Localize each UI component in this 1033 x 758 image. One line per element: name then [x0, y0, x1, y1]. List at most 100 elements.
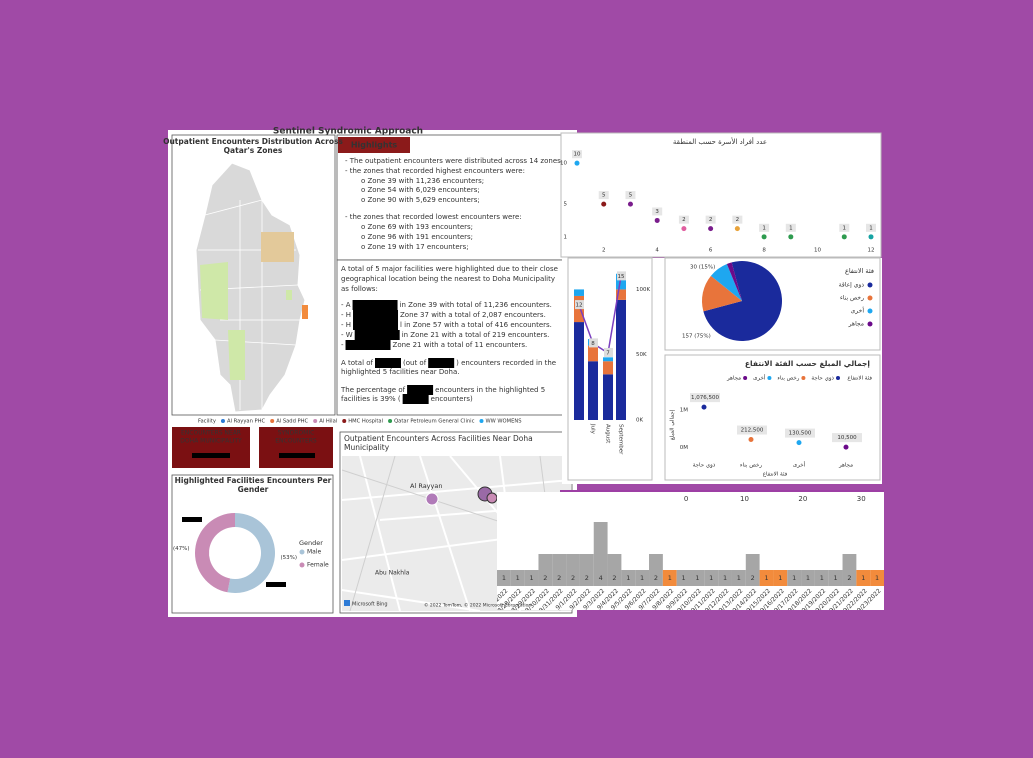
- point: [843, 444, 849, 450]
- donut-title: Gender: [238, 485, 269, 494]
- bar: [745, 554, 760, 586]
- highlight-line: o Zone 90 with 5,629 encounters;: [361, 196, 480, 204]
- highlight-line: -: [341, 341, 344, 349]
- label-box: [732, 215, 743, 224]
- y-tick-label: 0M: [680, 445, 688, 451]
- point: [701, 404, 707, 410]
- legend-dot: [299, 549, 305, 555]
- point-label: 2: [736, 217, 740, 223]
- line-label: 8: [591, 341, 595, 347]
- donut-segment: [194, 513, 235, 593]
- highlight-line: - the zones that recorded highest encoun…: [345, 167, 525, 175]
- redaction: [345, 340, 391, 350]
- highlights-tab-label: Highlights: [351, 141, 398, 150]
- point: [654, 217, 660, 223]
- x-tick-label: 8: [762, 248, 766, 254]
- kpi-label: SYNDROMIC: [278, 430, 315, 437]
- label-box: [737, 425, 767, 435]
- x-tick-label: July: [590, 423, 596, 435]
- point: [574, 160, 580, 166]
- highlight-line: Zone 37 with a total of 2,087 encounters…: [400, 311, 546, 319]
- y-tick-label: 5: [564, 202, 568, 208]
- label-box: [575, 300, 584, 310]
- label-box: [705, 215, 716, 224]
- label-box: [589, 338, 598, 348]
- bar-segment: [603, 361, 613, 375]
- highlight-line: o Zone 19 with 17 encounters;: [361, 243, 469, 251]
- bar-label: 1: [792, 574, 796, 582]
- redaction: [407, 385, 434, 395]
- bar-label: 2: [585, 574, 589, 582]
- legend-dot: [836, 376, 840, 380]
- legend-title: Gender: [299, 539, 323, 547]
- x-tick-label: أخرى: [793, 461, 806, 469]
- y-tick-label: 0K: [636, 418, 643, 424]
- bar-segment: [574, 289, 584, 296]
- point: [734, 226, 740, 232]
- place-label: Abu Nakhla: [375, 570, 410, 577]
- label-box: [839, 223, 850, 232]
- point-label: 130,500: [789, 431, 812, 437]
- legend-dot: [388, 419, 393, 423]
- bar-label: 2: [557, 574, 561, 582]
- bar-label: 1: [723, 574, 727, 582]
- pie-label: 157 (75%): [682, 334, 711, 340]
- point-label: 5: [602, 193, 606, 199]
- bar: [718, 570, 732, 586]
- dot-panel: [664, 354, 881, 481]
- legend-dot: [299, 562, 305, 568]
- y-tick-label: 100K: [636, 287, 650, 293]
- highlight-line: A total of: [341, 359, 374, 367]
- legend-label: Male: [307, 549, 322, 556]
- bar-label: 2: [543, 574, 547, 582]
- donut-title: Highlighted Facilities Encounters Per: [175, 476, 332, 485]
- legend-dot: [743, 376, 748, 380]
- legend-label: أخرى: [753, 374, 766, 382]
- highlight-line: o Zone 96 with 191 encounters;: [361, 233, 473, 241]
- pie-slice: [702, 275, 742, 312]
- legend-label: ذوي حاجة: [811, 376, 834, 382]
- point-label: 1,076,500: [691, 395, 719, 401]
- bar-label: 1: [682, 574, 686, 582]
- x-tick-label: 6: [709, 248, 713, 254]
- y-tick-label: 10: [560, 161, 567, 167]
- bar-label: 1: [668, 574, 672, 582]
- bar: [759, 570, 774, 586]
- highlight-line: highlighted 5 facilities near Doha.: [341, 368, 460, 376]
- highlights-tab: [338, 137, 410, 153]
- pie-label: 30 (15%): [690, 265, 715, 271]
- legend-title: فئة الانتفاع: [845, 267, 874, 275]
- place-label: Al Rayyan: [410, 482, 442, 490]
- report-title: Sentinel Syndromic Approach: [273, 127, 423, 137]
- x-tick-label: مجاهر: [838, 463, 853, 469]
- point-label: 1: [869, 225, 873, 231]
- bar-label: 1: [516, 574, 520, 582]
- label-box: [572, 150, 582, 159]
- bar: [773, 570, 788, 586]
- bar: [566, 554, 580, 586]
- point: [761, 234, 767, 240]
- pie-slice: [710, 263, 742, 301]
- x-axis-label: فئة الانتفاع: [763, 472, 788, 478]
- redaction: [375, 358, 401, 368]
- pie-slice: [703, 261, 782, 342]
- x-tick-label: 4: [655, 248, 659, 254]
- facility-map-title: Outpatient Encounters Across Facilities …: [344, 434, 533, 443]
- bar-label: 1: [861, 574, 865, 582]
- bar: [497, 570, 511, 586]
- point: [681, 226, 687, 232]
- point: [748, 437, 754, 443]
- bar: [607, 554, 622, 586]
- label-box: [785, 223, 796, 232]
- bar-segment: [574, 322, 584, 420]
- point: [601, 201, 607, 207]
- bar: [690, 570, 705, 586]
- legend-dot: [313, 419, 318, 423]
- scatter-title: عدد أفراد الأسرة حسب المنطقة: [673, 137, 767, 146]
- legend-label: Al Rayyan PHC: [227, 419, 266, 425]
- legend-dot: [479, 419, 484, 423]
- bar-label: 1: [709, 574, 713, 582]
- kpi-label: DOHA MUNICIPALITY: [180, 438, 242, 445]
- bar-label: 1: [529, 574, 533, 582]
